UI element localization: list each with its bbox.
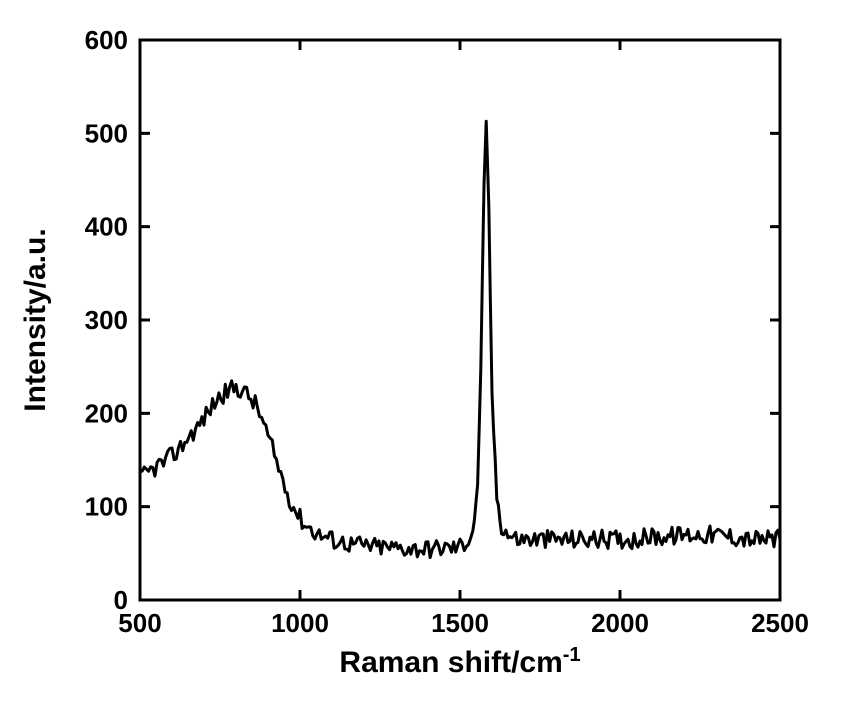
x-tick-label: 2500 [751,608,809,638]
y-axis-label: Intensity/a.u. [19,228,52,411]
raman-spectrum-chart: 50010001500200025000100200300400500600Ra… [0,0,844,707]
x-tick-label: 1000 [271,608,329,638]
y-tick-label: 0 [114,585,128,615]
chart-svg: 50010001500200025000100200300400500600Ra… [0,0,844,707]
y-tick-label: 400 [85,212,128,242]
y-tick-label: 500 [85,118,128,148]
y-tick-label: 600 [85,25,128,55]
y-tick-label: 200 [85,398,128,428]
x-axis-label: Raman shift/cm-1 [339,644,580,679]
y-tick-label: 300 [85,305,128,335]
y-tick-label: 100 [85,492,128,522]
x-tick-label: 1500 [431,608,489,638]
x-tick-label: 2000 [591,608,649,638]
